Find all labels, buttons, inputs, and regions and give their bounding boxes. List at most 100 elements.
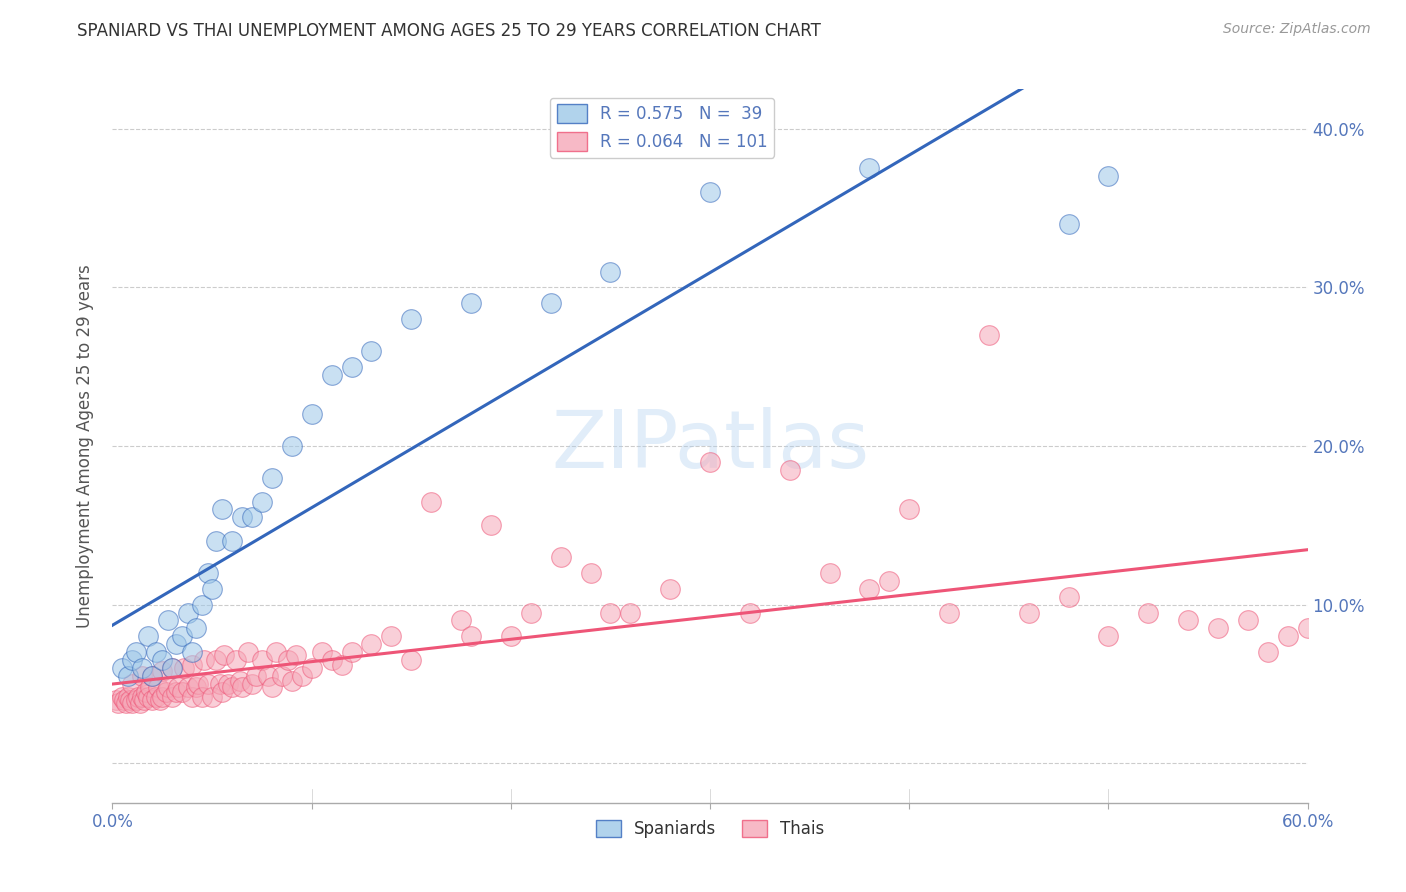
Point xyxy=(1257,645,1279,659)
Point xyxy=(117,669,139,683)
Point xyxy=(145,690,167,704)
Point xyxy=(191,598,214,612)
Point xyxy=(738,606,761,620)
Point xyxy=(479,518,502,533)
Point xyxy=(191,690,214,704)
Point xyxy=(321,653,343,667)
Point xyxy=(181,690,204,704)
Point xyxy=(1296,621,1319,635)
Point xyxy=(177,606,200,620)
Point xyxy=(321,368,343,382)
Point xyxy=(699,455,721,469)
Point xyxy=(125,692,148,706)
Point xyxy=(131,661,153,675)
Y-axis label: Unemployment Among Ages 25 to 29 years: Unemployment Among Ages 25 to 29 years xyxy=(76,264,94,628)
Point xyxy=(1097,629,1119,643)
Point xyxy=(977,328,1000,343)
Point xyxy=(599,264,621,278)
Point xyxy=(550,549,572,564)
Point xyxy=(301,407,323,421)
Point xyxy=(938,606,960,620)
Point xyxy=(779,463,801,477)
Point xyxy=(129,696,152,710)
Point xyxy=(301,661,323,675)
Point xyxy=(209,677,232,691)
Point xyxy=(127,690,149,704)
Point xyxy=(450,614,472,628)
Point xyxy=(898,502,921,516)
Point xyxy=(1097,169,1119,184)
Text: Source: ZipAtlas.com: Source: ZipAtlas.com xyxy=(1223,22,1371,37)
Point xyxy=(277,653,299,667)
Point xyxy=(117,690,139,704)
Point xyxy=(115,696,138,710)
Point xyxy=(125,645,148,659)
Point xyxy=(360,637,382,651)
Point xyxy=(401,312,423,326)
Text: SPANIARD VS THAI UNEMPLOYMENT AMONG AGES 25 TO 29 YEARS CORRELATION CHART: SPANIARD VS THAI UNEMPLOYMENT AMONG AGES… xyxy=(77,22,821,40)
Point xyxy=(157,614,180,628)
Point xyxy=(162,661,183,675)
Point xyxy=(1237,614,1260,628)
Point xyxy=(172,685,194,699)
Point xyxy=(401,653,423,667)
Point xyxy=(281,673,304,688)
Legend: Spaniards, Thais: Spaniards, Thais xyxy=(589,813,831,845)
Point xyxy=(229,673,252,688)
Point xyxy=(150,690,173,704)
Point xyxy=(1057,590,1080,604)
Point xyxy=(201,582,224,596)
Point xyxy=(186,621,208,635)
Point xyxy=(149,692,172,706)
Point xyxy=(217,677,239,691)
Point xyxy=(236,645,259,659)
Point xyxy=(121,696,143,710)
Point xyxy=(257,669,280,683)
Point xyxy=(1206,621,1229,635)
Point xyxy=(818,566,841,580)
Point xyxy=(270,669,292,683)
Point xyxy=(111,690,134,704)
Point xyxy=(311,645,333,659)
Point xyxy=(211,502,233,516)
Point xyxy=(107,696,129,710)
Point xyxy=(340,359,363,374)
Point xyxy=(599,606,621,620)
Point xyxy=(121,653,143,667)
Point xyxy=(138,629,160,643)
Point xyxy=(231,510,253,524)
Point xyxy=(181,645,204,659)
Text: ZIPatlas: ZIPatlas xyxy=(551,407,869,485)
Point xyxy=(1177,614,1199,628)
Point xyxy=(1277,629,1299,643)
Point xyxy=(281,439,304,453)
Point xyxy=(231,680,253,694)
Point xyxy=(250,494,273,508)
Point xyxy=(150,664,173,678)
Point xyxy=(172,629,194,643)
Point xyxy=(211,685,233,699)
Point xyxy=(420,494,443,508)
Point xyxy=(221,680,243,694)
Point xyxy=(264,645,287,659)
Point xyxy=(157,680,180,694)
Point xyxy=(131,669,153,683)
Point xyxy=(221,534,243,549)
Point xyxy=(120,692,142,706)
Point xyxy=(177,680,200,694)
Point xyxy=(284,648,307,663)
Point xyxy=(858,582,880,596)
Point xyxy=(205,653,228,667)
Point xyxy=(114,692,135,706)
Point xyxy=(340,645,363,659)
Point xyxy=(193,653,215,667)
Point xyxy=(291,669,314,683)
Point xyxy=(105,692,128,706)
Point xyxy=(245,669,267,683)
Point xyxy=(131,690,153,704)
Point xyxy=(111,661,134,675)
Point xyxy=(139,680,162,694)
Point xyxy=(879,574,901,588)
Point xyxy=(138,690,160,704)
Point xyxy=(165,637,187,651)
